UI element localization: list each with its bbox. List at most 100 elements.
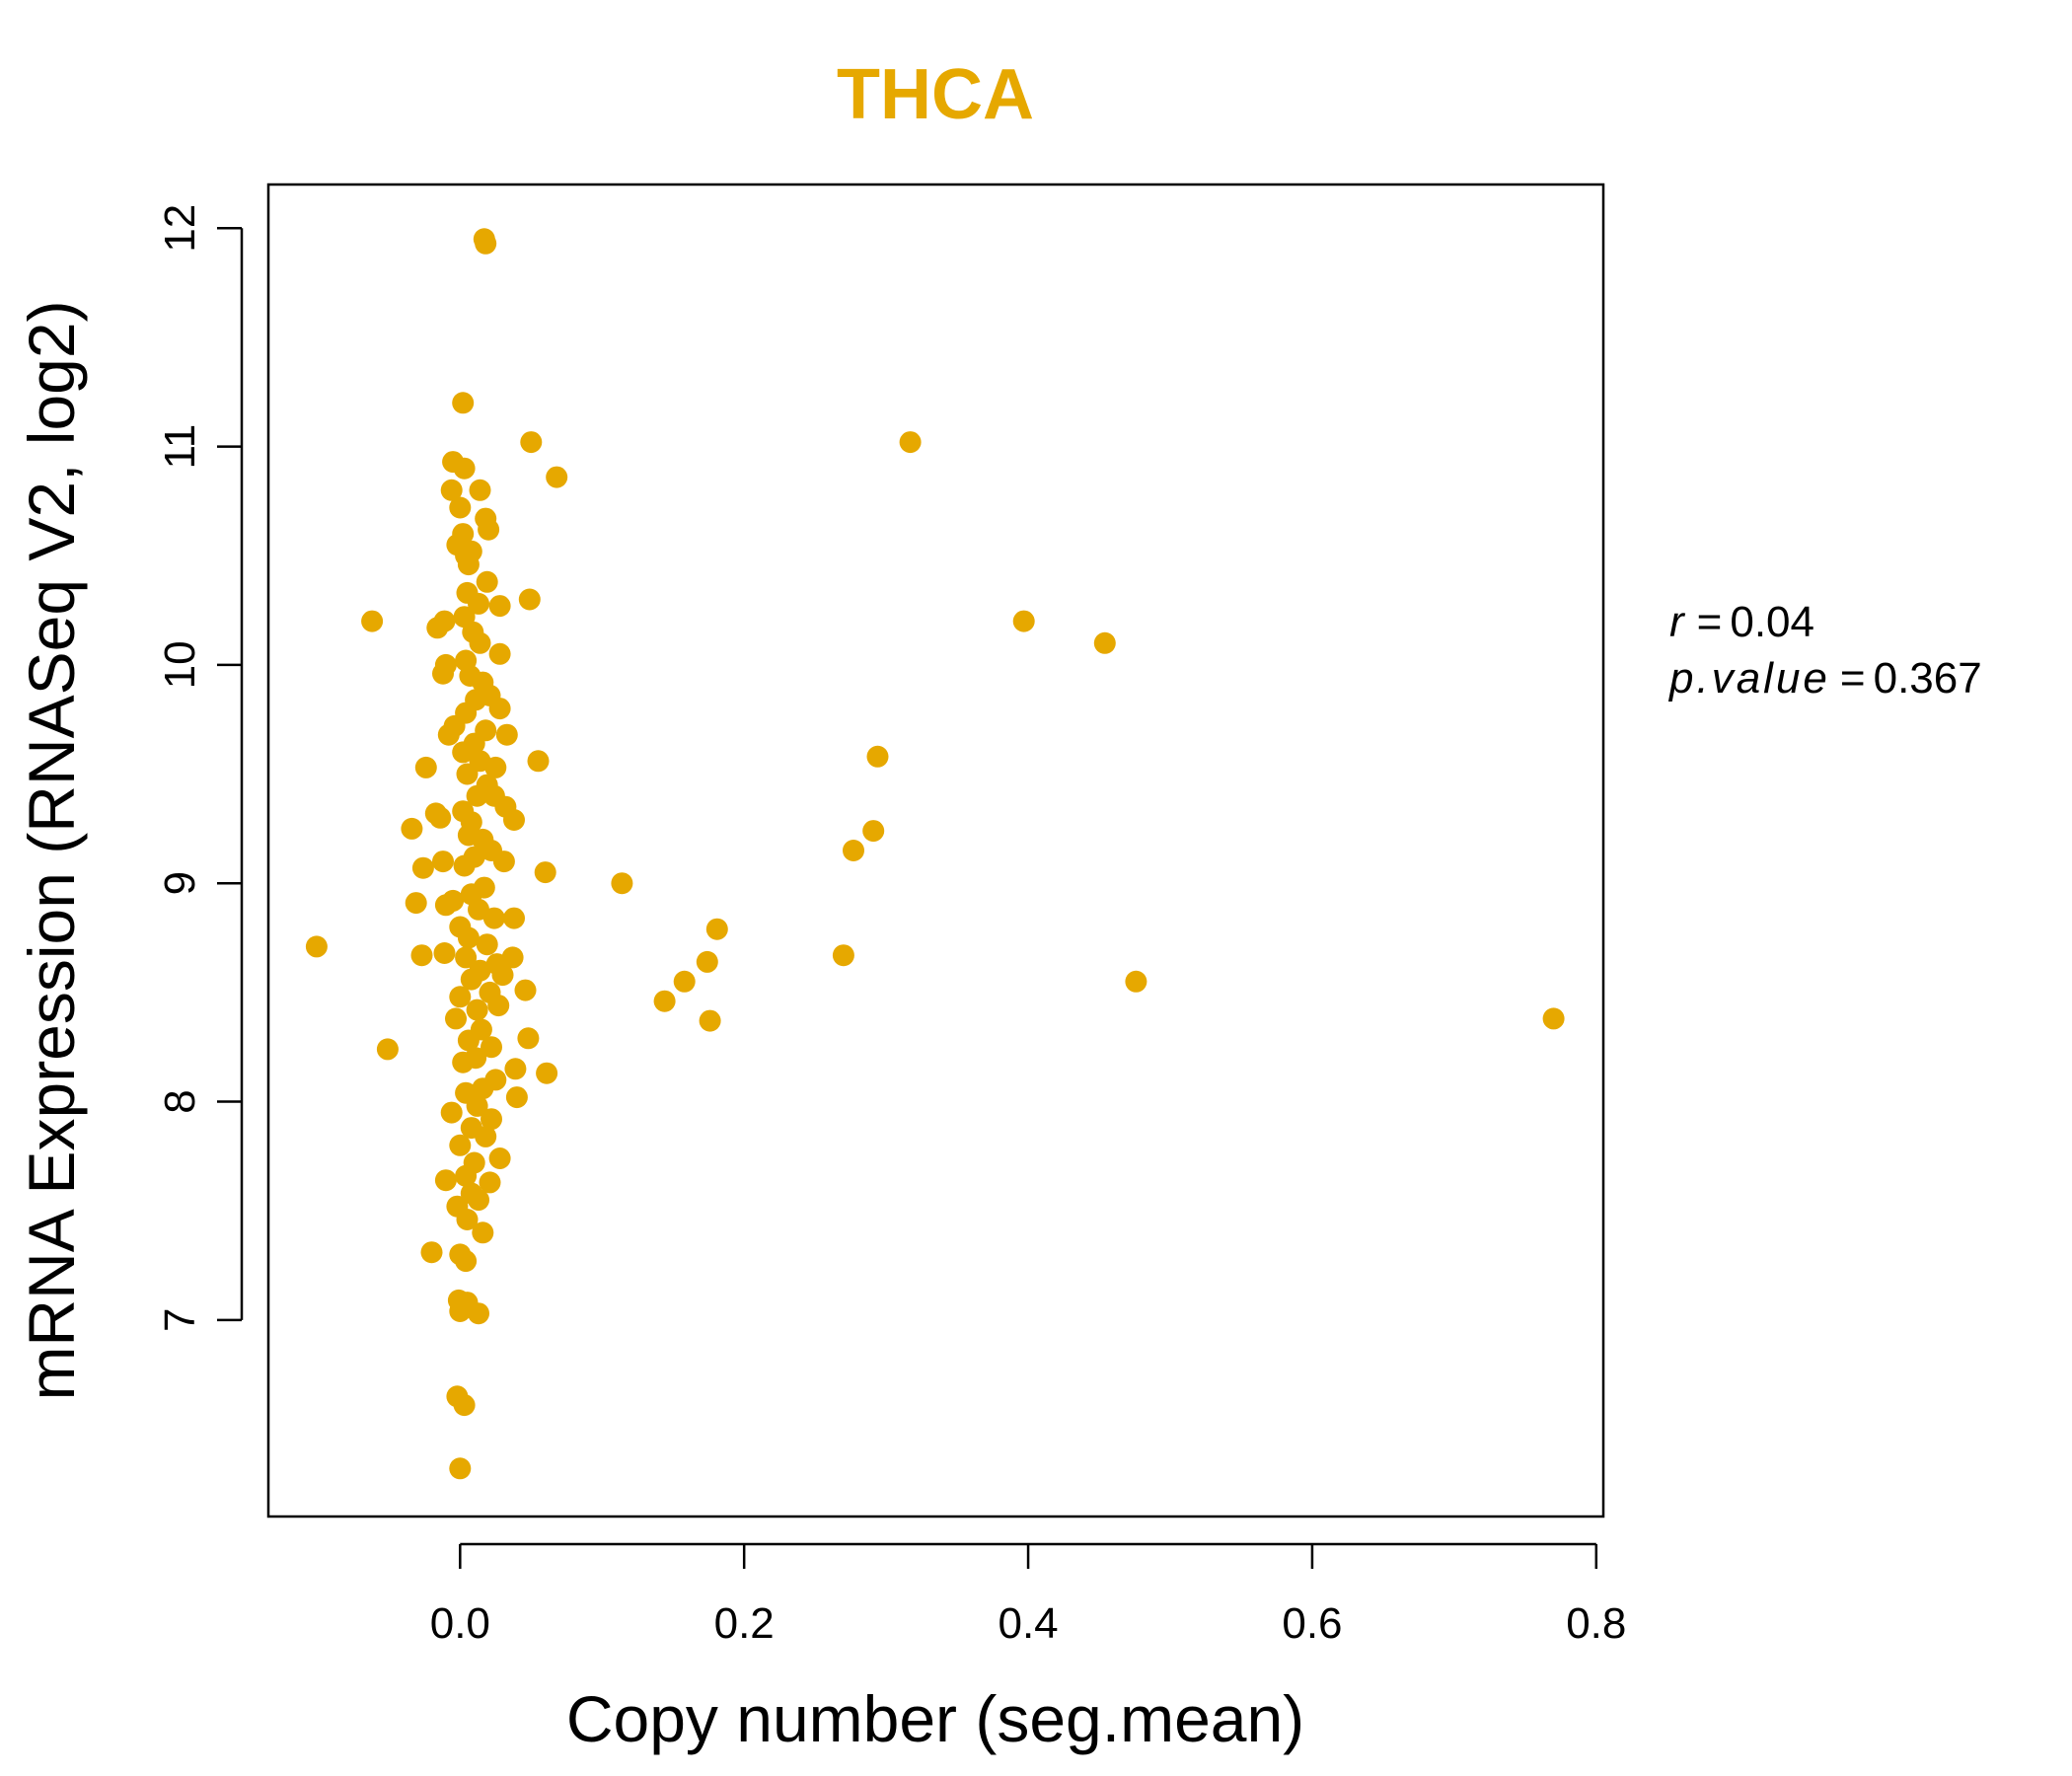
data-point-47 — [527, 750, 550, 773]
data-point-88 — [501, 946, 524, 969]
data-point-93 — [673, 970, 696, 993]
data-point-107 — [481, 1036, 502, 1059]
data-point-51 — [466, 784, 488, 807]
x-axis: 0.0 0.2 0.4 0.6 0.8 — [430, 1542, 1626, 1648]
data-point-100 — [466, 999, 488, 1021]
data-point-110 — [452, 1051, 475, 1073]
data-point-117 — [466, 1094, 488, 1117]
data-point-83 — [832, 944, 854, 967]
data-point-66 — [453, 854, 476, 877]
data-point-29 — [488, 642, 511, 665]
x-tick-label-0: 0.0 — [430, 1599, 490, 1648]
data-point-8 — [469, 479, 491, 501]
data-point-101 — [445, 1007, 467, 1030]
data-point-108 — [376, 1038, 399, 1061]
data-point-28 — [469, 631, 491, 654]
data-point-37 — [488, 698, 511, 720]
data-point-23 — [361, 610, 384, 632]
data-point-129 — [468, 1189, 489, 1212]
data-point-69 — [611, 872, 633, 895]
data-point-122 — [449, 1134, 472, 1156]
y-tick-label-4: 11 — [156, 424, 204, 470]
data-point-78 — [705, 918, 728, 940]
data-point-103 — [1542, 1007, 1565, 1030]
data-point-59 — [401, 817, 423, 840]
data-point-11 — [478, 518, 500, 541]
data-point-132 — [472, 1221, 494, 1244]
x-tick-label-3: 0.6 — [1282, 1599, 1342, 1648]
data-point-17 — [460, 540, 482, 562]
y-tick-label-5: 12 — [156, 204, 204, 253]
data-point-20 — [468, 592, 489, 615]
data-point-123 — [488, 1147, 511, 1169]
r-value: 0.04 — [1730, 598, 1814, 646]
data-point-84 — [433, 942, 456, 964]
data-point-81 — [476, 933, 498, 956]
data-point-4 — [546, 466, 568, 488]
data-point-126 — [434, 1169, 457, 1192]
data-point-18 — [476, 570, 498, 593]
data-point-73 — [434, 894, 457, 917]
data-point-141 — [453, 1394, 476, 1417]
data-point-127 — [479, 1171, 501, 1194]
data-point-1 — [475, 232, 497, 255]
data-point-125 — [455, 1164, 478, 1187]
data-point-105 — [517, 1027, 540, 1050]
data-point-85 — [410, 944, 433, 967]
data-point-91 — [491, 964, 514, 987]
x-tick-label-1: 0.2 — [714, 1599, 775, 1648]
y-tick-label-2: 9 — [156, 871, 204, 895]
data-point-21 — [488, 595, 511, 618]
data-point-142 — [449, 1457, 472, 1480]
data-point-22 — [518, 588, 541, 611]
data-point-121 — [475, 1125, 497, 1147]
data-point-48 — [414, 756, 437, 778]
data-point-145 — [866, 745, 889, 768]
data-point-102 — [699, 1009, 721, 1032]
data-point-114 — [472, 1077, 494, 1100]
data-point-138 — [449, 1300, 472, 1322]
data-point-147 — [1093, 631, 1116, 654]
data-point-76 — [482, 907, 505, 929]
data-point-77 — [503, 907, 525, 929]
data-point-5 — [899, 431, 922, 454]
x-tick-label-2: 0.4 — [998, 1599, 1058, 1648]
data-point-139 — [468, 1302, 489, 1325]
data-point-95 — [514, 979, 537, 1001]
data-point-135 — [455, 1250, 478, 1273]
chart-title: THCA — [837, 55, 1034, 134]
data-point-119 — [481, 1108, 502, 1131]
data-point-133 — [420, 1241, 443, 1264]
data-point-42 — [495, 723, 518, 746]
y-axis-label: mRNA Expression (RNASeq V2, log2) — [15, 300, 88, 1400]
data-point-111 — [504, 1058, 527, 1080]
data-point-99 — [487, 995, 510, 1017]
data-point-2 — [452, 392, 475, 414]
y-tick-label-3: 10 — [156, 640, 204, 689]
data-point-86 — [455, 946, 478, 969]
data-point-80 — [457, 926, 480, 949]
x-axis-label: Copy number (seg.mean) — [566, 1682, 1304, 1755]
data-point-25 — [426, 617, 449, 639]
data-point-46 — [484, 756, 507, 778]
data-point-7 — [453, 457, 476, 480]
r-equals: = — [1697, 598, 1723, 646]
data-point-112 — [536, 1062, 558, 1084]
data-point-40 — [437, 723, 460, 746]
data-point-131 — [456, 1209, 479, 1230]
data-point-65 — [432, 851, 454, 873]
data-point-31 — [432, 662, 454, 685]
y-tick-label-1: 8 — [156, 1089, 204, 1113]
stats-annotation: r = 0.04 p.value = 0.367 — [1667, 598, 1982, 703]
plot-frame — [266, 183, 1605, 1518]
data-point-116 — [505, 1086, 528, 1109]
data-point-58 — [503, 809, 525, 831]
data-point-118 — [440, 1101, 463, 1124]
data-point-89 — [696, 950, 718, 973]
data-point-9 — [440, 479, 463, 501]
x-tick-label-4: 0.8 — [1566, 1599, 1626, 1648]
data-point-44 — [452, 741, 475, 764]
data-point-146 — [1012, 610, 1035, 632]
svg-text:r=0.04: r = 0.04 — [1669, 598, 1814, 646]
